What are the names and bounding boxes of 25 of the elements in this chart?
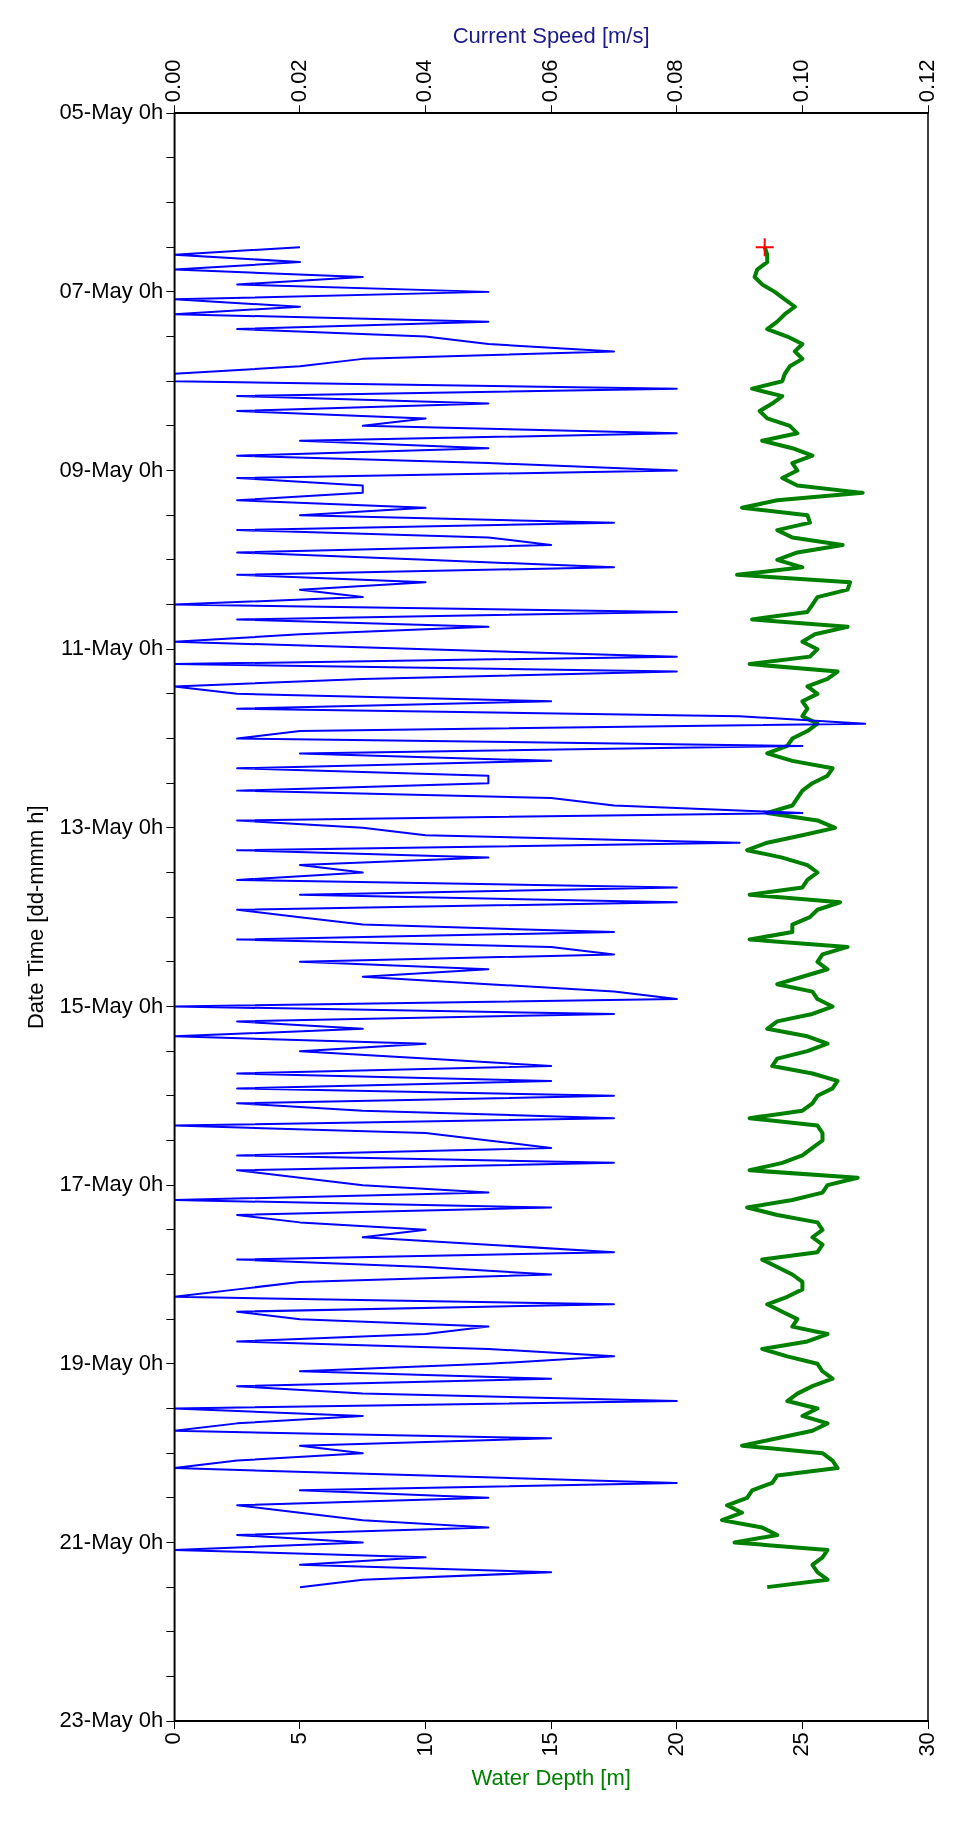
x-tick-label: 30 [914, 1732, 940, 1757]
x2-tick-label: 0.10 [788, 59, 814, 103]
x-tick-label: 0 [160, 1732, 186, 1745]
x-tick-label: 25 [788, 1732, 814, 1757]
x-tick-label: 15 [537, 1732, 563, 1757]
x-tick-label: 10 [411, 1732, 437, 1757]
x2-tick-label: 0.06 [536, 59, 562, 103]
y-tick-label: 21-May 0h [59, 1528, 164, 1554]
y-tick-label: 19-May 0h [59, 1349, 164, 1375]
y-tick-label: 09-May 0h [59, 456, 164, 482]
y-tick-label: 17-May 0h [59, 1171, 164, 1197]
y-tick-label: 23-May 0h [59, 1707, 164, 1733]
y-tick-label: 07-May 0h [59, 277, 164, 303]
x2-tick-label: 0.02 [285, 59, 311, 103]
x-axis-title: Water Depth [m] [471, 1764, 631, 1790]
y-tick-label: 13-May 0h [59, 813, 164, 839]
x2-tick-label: 0.12 [913, 59, 939, 103]
x-tick-label: 20 [662, 1732, 688, 1757]
y-tick-label: 15-May 0h [59, 992, 164, 1018]
y-axis-title: Date Time [dd-mmm h] [23, 805, 49, 1030]
x2-tick-label: 0.08 [662, 59, 688, 103]
x2-tick-label: 0.04 [411, 59, 437, 103]
x-tick-label: 5 [286, 1732, 312, 1745]
y-tick-label: 11-May 0h [61, 635, 164, 661]
x2-axis-title: Current Speed [m/s] [452, 23, 650, 49]
